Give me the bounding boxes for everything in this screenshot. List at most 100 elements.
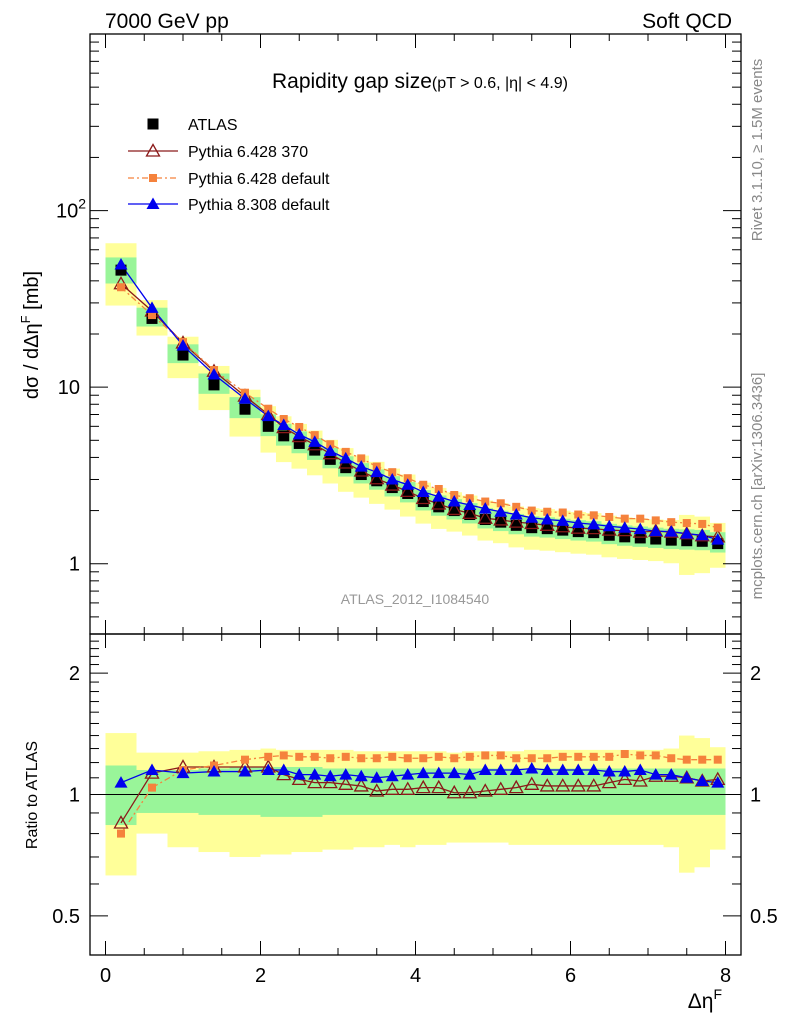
ratio-band-inner: [415, 768, 431, 815]
x-tick-label: 0: [100, 965, 111, 987]
data-point: [682, 519, 691, 528]
data-point: [277, 418, 291, 431]
ratio-point: [117, 829, 125, 838]
ratio-band-inner: [105, 765, 137, 826]
ratio-band-inner: [648, 768, 664, 815]
data-point: [509, 508, 523, 520]
data-point: [339, 451, 353, 464]
ratio-point: [509, 763, 523, 776]
data-point: [556, 514, 570, 526]
ratio-point: [369, 783, 385, 797]
header-left: 7000 GeV pp: [105, 10, 229, 33]
ratio-tick-label-right: 0.5: [750, 906, 778, 928]
ratio-point: [508, 779, 524, 794]
data-point: [326, 440, 335, 449]
data-point: [605, 512, 614, 521]
data-point: [324, 453, 336, 465]
legend-marker: [146, 197, 160, 209]
data-point: [278, 430, 290, 442]
ratio-band-inner: [663, 768, 679, 815]
data-point: [478, 502, 492, 514]
ratio-point: [372, 754, 381, 763]
ratio-point: [651, 751, 660, 760]
ratio-point: [494, 763, 508, 776]
ratio-point: [695, 774, 709, 787]
ratio-point: [310, 752, 319, 761]
ratio-point: [370, 771, 384, 783]
ratio-point: [419, 754, 428, 763]
ratio-point: [633, 763, 647, 776]
data-point: [479, 514, 491, 526]
ratio-point: [465, 752, 474, 761]
ratio-point: [341, 752, 350, 761]
ratio-point: [416, 766, 430, 779]
data-point: [636, 514, 645, 523]
ratio-tick-label-left: 2: [69, 663, 80, 685]
ratio-point: [241, 755, 249, 764]
data-point: [310, 431, 319, 440]
ratio-point: [682, 755, 691, 764]
data-point: [401, 478, 415, 490]
data-point: [114, 258, 128, 270]
data-point: [264, 404, 273, 413]
ratio-point: [447, 766, 461, 779]
upper-band-layer: [105, 243, 726, 575]
ratio-point: [527, 754, 536, 763]
data-point: [176, 339, 190, 351]
ticks-layer: 0 2 4 6 8 1 10 102 0.5 0.5 1 1 2 2: [52, 34, 778, 987]
data-point: [385, 472, 399, 485]
ratio-point: [401, 768, 415, 780]
ratio-point: [713, 755, 722, 764]
data-point: [447, 495, 461, 507]
data-point: [510, 519, 522, 531]
ratio-point: [618, 765, 632, 777]
ratio-point: [264, 752, 273, 761]
data-point: [432, 490, 446, 502]
data-point: [711, 533, 725, 545]
ratio-point: [207, 765, 221, 777]
data-point: [665, 534, 677, 546]
ratio-point: [176, 766, 190, 779]
ratio-band-inner: [524, 768, 540, 815]
ratio-point: [450, 754, 459, 763]
data-point: [695, 528, 709, 541]
ratio-point: [512, 754, 521, 763]
data-point: [402, 487, 414, 499]
data-point: [588, 527, 600, 539]
y-tick-label: 10: [58, 377, 80, 399]
ratio-point: [238, 765, 252, 777]
ratio-tick-label-left: 0.5: [52, 906, 80, 928]
data-point: [477, 510, 493, 524]
data-point: [713, 523, 722, 532]
ratio-band-inner: [555, 768, 571, 815]
data-point: [557, 524, 569, 536]
ratio-point: [384, 781, 400, 795]
data-point: [698, 519, 707, 528]
data-point: [618, 521, 632, 533]
ratio-point: [388, 752, 397, 761]
data-point: [145, 301, 159, 313]
data-point: [555, 518, 571, 533]
ratio-point: [261, 763, 275, 776]
x-tick-label: 2: [255, 965, 266, 987]
data-point: [434, 484, 443, 493]
y-axis-label: dσ / dΔηF [mb]: [18, 271, 43, 399]
data-point: [239, 403, 251, 415]
data-point: [446, 501, 462, 516]
rivet-label: Rivet 3.1.10, ≥ 1.5M events: [749, 59, 766, 242]
legend-label: Pythia 8.308 default: [188, 197, 330, 214]
data-point: [508, 514, 524, 528]
ratio-point: [307, 774, 323, 789]
ratio-point: [525, 762, 539, 774]
data-point: [386, 482, 398, 494]
ratio-band-inner: [338, 768, 354, 815]
ratio-point: [680, 771, 694, 783]
legend-label: Pythia 6.428 370: [188, 144, 308, 161]
ratio-point: [605, 752, 614, 761]
ratio-point: [446, 784, 462, 799]
ratio-point: [462, 784, 478, 799]
data-point: [295, 422, 304, 431]
ratio-series-line: [120, 753, 718, 834]
data-point: [493, 512, 509, 526]
ratio-point: [649, 768, 663, 780]
